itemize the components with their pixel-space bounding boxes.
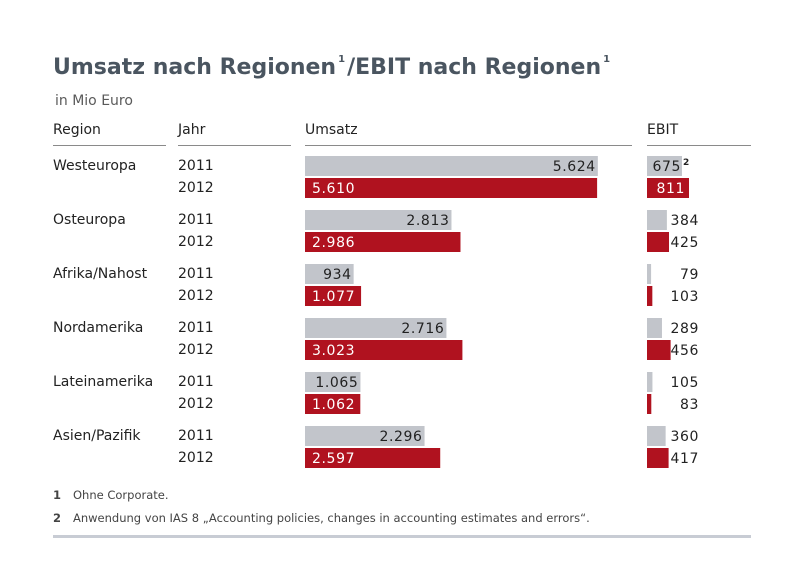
umsatz-value-label: 1.065 <box>315 375 358 391</box>
umsatz-value-label: 1.077 <box>312 289 355 305</box>
umsatz-value-label: 2.986 <box>312 235 355 251</box>
umsatz-bar-2012 <box>305 448 441 468</box>
ebit-bar-2011 <box>647 372 653 392</box>
region-label: Asien/Pazifik <box>53 428 141 444</box>
region-label: Afrika/Nahost <box>53 266 148 282</box>
umsatz-bar-2011 <box>305 426 425 446</box>
ebit-value-label: 289 <box>670 321 699 337</box>
umsatz-bar-2012 <box>305 340 463 360</box>
region-label: Osteuropa <box>53 212 126 228</box>
umsatz-bar-2012 <box>305 178 598 198</box>
ebit-bar-2012 <box>647 178 689 198</box>
umsatz-value-label: 2.597 <box>312 451 355 467</box>
umsatz-value-label: 5.624 <box>553 159 596 175</box>
header-rule-umsatz <box>305 145 632 146</box>
ebit-bar-2012 <box>647 286 653 306</box>
ebit-value-label: 456 <box>670 343 699 359</box>
year-label: 2012 <box>178 234 214 250</box>
ebit-value-label: 83 <box>680 397 699 413</box>
ebit-bar-2012 <box>647 394 652 414</box>
year-label: 2011 <box>178 212 214 228</box>
umsatz-value-label: 2.813 <box>406 213 449 229</box>
year-label: 2012 <box>178 450 214 466</box>
chart-subtitle: in Mio Euro <box>55 93 133 109</box>
footnote-1: 1 Ohne Corporate. <box>53 488 169 502</box>
umsatz-bar-2011 <box>305 372 361 392</box>
header-umsatz: Umsatz <box>305 122 358 138</box>
ebit-bar-2011 <box>647 264 652 284</box>
bottom-rule <box>53 535 751 538</box>
year-label: 2011 <box>178 266 214 282</box>
ebit-bar-2011 <box>647 318 662 338</box>
umsatz-value-label: 1.062 <box>312 397 355 413</box>
header-ebit: EBIT <box>647 122 679 138</box>
ebit-bar-2012 <box>647 232 670 252</box>
year-label: 2012 <box>178 342 214 358</box>
umsatz-value-label: 2.716 <box>401 321 444 337</box>
year-label: 2011 <box>178 320 214 336</box>
ebit-value-label: 425 <box>670 235 699 251</box>
year-label: 2011 <box>178 374 214 390</box>
region-label: Nordamerika <box>53 320 144 336</box>
umsatz-value-label: 3.023 <box>312 343 355 359</box>
year-label: 2011 <box>178 158 214 174</box>
umsatz-bar-2012 <box>305 394 361 414</box>
header-rule-year <box>178 145 291 146</box>
region-label: Lateinamerika <box>53 374 154 390</box>
chart-title: Umsatz nach Regionen 1/EBIT nach Regionen… <box>53 53 611 80</box>
region-label: Westeuropa <box>53 158 137 174</box>
footnote-2: 2 Anwendung von IAS 8 „Accounting policie… <box>53 511 590 525</box>
ebit-value-label: 360 <box>670 429 699 445</box>
header-rule-region <box>53 145 166 146</box>
umsatz-bar-2011 <box>305 210 452 230</box>
ebit-bar-2011 <box>647 156 682 176</box>
umsatz-value-label: 2.296 <box>379 429 422 445</box>
header-region: Region <box>53 122 101 138</box>
ebit-value-label: 675 <box>652 159 681 175</box>
umsatz-bar-2011 <box>305 156 598 176</box>
ebit-value-label: 79 <box>680 267 699 283</box>
umsatz-bar-2012 <box>305 286 362 306</box>
year-label: 2012 <box>178 396 214 412</box>
ebit-value-label: 417 <box>670 451 699 467</box>
header-rule-ebit <box>647 145 751 146</box>
header-year: Jahr <box>178 122 206 138</box>
umsatz-value-label: 934 <box>323 267 352 283</box>
year-label: 2011 <box>178 428 214 444</box>
umsatz-bar-2011 <box>305 264 354 284</box>
ebit-bar-2012 <box>647 340 671 360</box>
year-label: 2012 <box>178 180 214 196</box>
ebit-bar-2011 <box>647 426 666 446</box>
ebit-bar-2012 <box>647 448 669 468</box>
umsatz-bar-2012 <box>305 232 461 252</box>
umsatz-bar-2011 <box>305 318 447 338</box>
ebit-value-label: 105 <box>670 375 699 391</box>
ebit-footnote-marker: 2 <box>683 158 689 168</box>
ebit-value-label: 811 <box>656 181 685 197</box>
ebit-value-label: 384 <box>670 213 699 229</box>
ebit-value-label: 103 <box>670 289 699 305</box>
year-label: 2012 <box>178 288 214 304</box>
umsatz-value-label: 5.610 <box>312 181 355 197</box>
ebit-bar-2011 <box>647 210 667 230</box>
